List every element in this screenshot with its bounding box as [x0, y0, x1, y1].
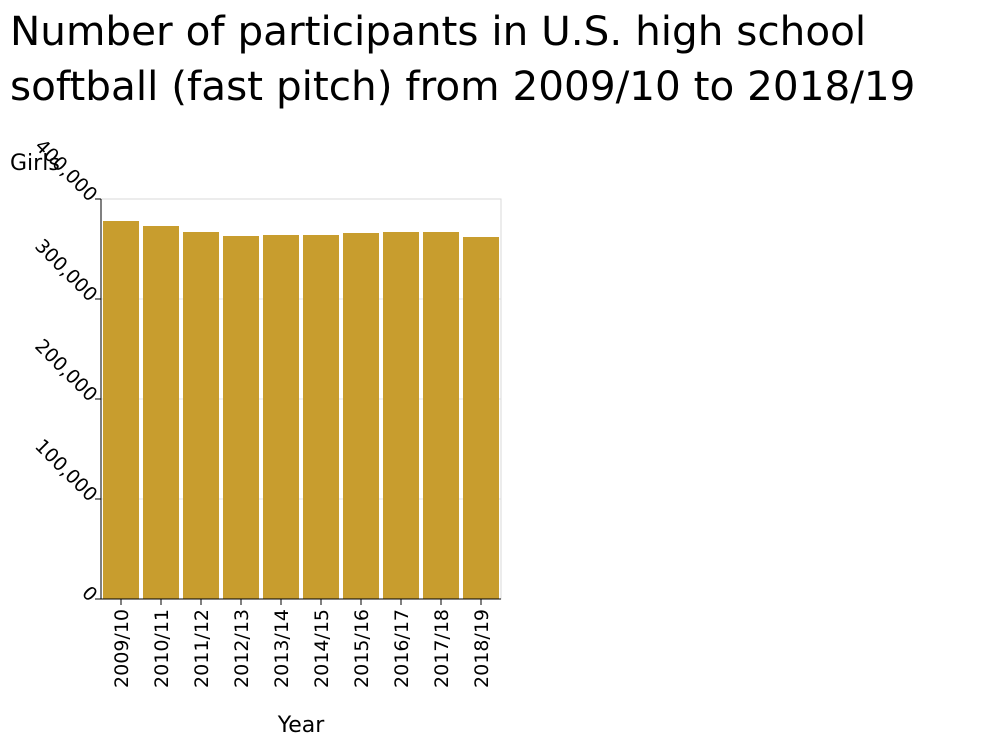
y-tick-label: 200,000	[30, 335, 101, 406]
bar	[143, 226, 179, 599]
y-tick-label: 0	[77, 582, 101, 606]
x-tick-label: 2013/14	[271, 609, 293, 688]
y-tick-label: 100,000	[30, 435, 101, 506]
x-tick-label: 2009/10	[111, 609, 133, 688]
y-axis-title: Girls	[10, 151, 60, 176]
chart-title: Number of participants in U.S. high scho…	[10, 7, 916, 110]
x-axis-title: Year	[277, 713, 326, 738]
bar	[383, 232, 419, 599]
bar	[423, 232, 459, 599]
bar	[183, 232, 219, 599]
x-tick-label: 2017/18	[431, 609, 453, 688]
bar	[463, 237, 499, 599]
x-tick-label: 2015/16	[351, 609, 373, 688]
x-axis-ticks: 2009/10 2010/11 2011/12 2012/13 2013/14 2014/…	[111, 599, 493, 688]
bar	[223, 236, 259, 599]
bar	[263, 235, 299, 599]
bar	[343, 233, 379, 599]
x-tick-label: 2011/12	[191, 609, 213, 688]
y-tick-label: 300,000	[30, 235, 101, 306]
bar	[103, 221, 139, 599]
x-tick-label: 2014/15	[311, 609, 333, 688]
bar	[303, 235, 339, 599]
x-tick-label: 2018/19	[471, 609, 493, 688]
x-tick-label: 2010/11	[151, 609, 173, 688]
x-tick-label: 2012/13	[231, 609, 253, 688]
x-tick-label: 2016/17	[391, 609, 413, 688]
bars	[103, 221, 499, 599]
